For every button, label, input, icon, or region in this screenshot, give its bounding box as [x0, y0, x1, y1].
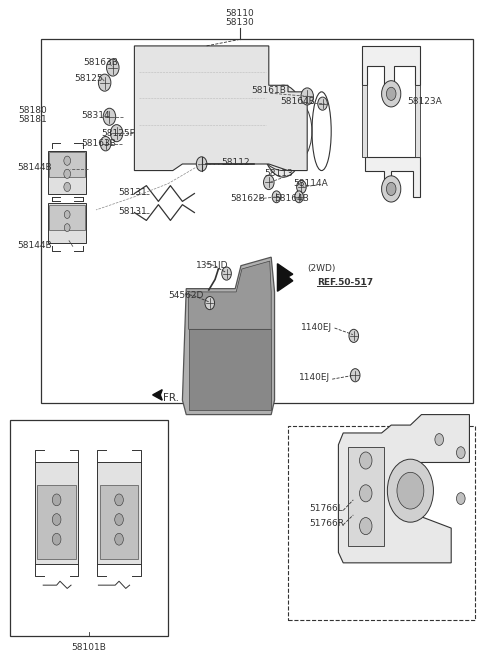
Circle shape [272, 191, 281, 203]
Circle shape [387, 459, 433, 522]
Text: 58314: 58314 [82, 111, 110, 120]
Text: 58164B: 58164B [275, 194, 309, 203]
Text: 58131: 58131 [119, 188, 147, 197]
Text: FR.: FR. [163, 393, 179, 403]
Polygon shape [348, 447, 384, 546]
Text: 58164B: 58164B [280, 97, 315, 106]
Text: 58101B: 58101B [72, 643, 106, 652]
Circle shape [64, 224, 70, 232]
Text: (2WD): (2WD) [307, 264, 336, 274]
Circle shape [350, 369, 360, 382]
Polygon shape [48, 151, 86, 194]
Circle shape [222, 267, 231, 280]
Circle shape [107, 59, 119, 76]
Text: 58113: 58113 [264, 169, 293, 178]
Text: 58131: 58131 [119, 207, 147, 216]
Circle shape [360, 452, 372, 469]
Circle shape [98, 74, 111, 91]
Text: 58180: 58180 [18, 106, 47, 115]
Text: 58144B: 58144B [17, 163, 51, 172]
Text: 1140EJ: 1140EJ [301, 323, 333, 333]
Circle shape [382, 176, 401, 202]
Circle shape [264, 175, 274, 190]
Circle shape [115, 533, 123, 545]
Circle shape [360, 518, 372, 535]
Polygon shape [365, 157, 420, 197]
Circle shape [100, 136, 111, 151]
Circle shape [386, 182, 396, 195]
Polygon shape [338, 415, 469, 563]
Circle shape [297, 180, 306, 194]
Polygon shape [134, 46, 307, 171]
Text: 58123A: 58123A [407, 97, 442, 106]
Polygon shape [277, 264, 293, 291]
Polygon shape [362, 85, 367, 157]
Circle shape [52, 533, 61, 545]
Polygon shape [37, 485, 76, 558]
Polygon shape [362, 46, 420, 85]
Circle shape [64, 211, 70, 218]
Text: 58114A: 58114A [293, 179, 327, 188]
Circle shape [64, 169, 71, 178]
Text: 58125: 58125 [74, 74, 103, 83]
Text: 58181: 58181 [18, 115, 47, 124]
Circle shape [205, 297, 215, 310]
Text: 58163B: 58163B [82, 139, 117, 148]
Circle shape [295, 191, 303, 203]
Circle shape [64, 156, 71, 165]
Circle shape [382, 81, 401, 107]
Polygon shape [49, 205, 85, 230]
Polygon shape [189, 261, 271, 329]
Circle shape [456, 447, 465, 459]
Text: 1140EJ: 1140EJ [299, 373, 330, 382]
Text: 58162B: 58162B [230, 194, 265, 203]
Circle shape [386, 87, 396, 100]
Circle shape [397, 472, 424, 509]
Circle shape [110, 125, 123, 142]
Ellipse shape [260, 85, 306, 177]
Circle shape [115, 514, 123, 525]
Circle shape [115, 494, 123, 506]
Text: 58110: 58110 [226, 9, 254, 18]
Circle shape [103, 108, 116, 125]
Text: 58125F: 58125F [101, 129, 134, 138]
Circle shape [52, 494, 61, 506]
Polygon shape [35, 462, 78, 564]
Circle shape [456, 493, 465, 504]
Text: 54562D: 54562D [168, 291, 204, 300]
Polygon shape [48, 203, 86, 243]
Circle shape [435, 434, 444, 445]
Text: 58112: 58112 [221, 158, 250, 167]
Text: 1351JD: 1351JD [196, 260, 228, 270]
Circle shape [301, 88, 313, 105]
Polygon shape [415, 85, 420, 157]
Polygon shape [100, 485, 138, 558]
Circle shape [196, 157, 207, 171]
Text: 51766L: 51766L [310, 504, 343, 513]
Polygon shape [153, 390, 162, 400]
Polygon shape [49, 152, 85, 177]
Circle shape [349, 329, 359, 342]
Circle shape [64, 182, 71, 192]
Text: 58161B: 58161B [251, 86, 286, 95]
Text: REF.50-517: REF.50-517 [317, 277, 373, 287]
Circle shape [52, 514, 61, 525]
Text: 58130: 58130 [226, 18, 254, 28]
Polygon shape [189, 329, 271, 410]
Text: 58163B: 58163B [83, 58, 118, 68]
Text: 51766R: 51766R [310, 519, 345, 528]
Circle shape [318, 97, 327, 110]
Text: 58144B: 58144B [17, 241, 51, 251]
Polygon shape [97, 462, 141, 564]
Polygon shape [182, 257, 275, 415]
Circle shape [360, 485, 372, 502]
